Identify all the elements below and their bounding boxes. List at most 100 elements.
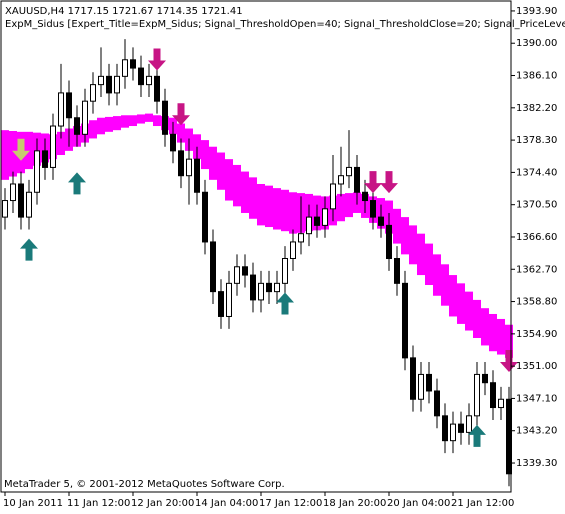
band-segment [105, 116, 113, 132]
candle-body [210, 241, 216, 293]
band-segment [505, 324, 513, 358]
y-tick-label: 1390.00 [516, 38, 557, 49]
signal-arrow [20, 238, 38, 261]
candle-body [154, 75, 160, 102]
band-segment [489, 313, 497, 352]
candle-body [474, 373, 480, 417]
candle-body [386, 224, 392, 260]
candle-body [250, 274, 256, 301]
band-segment [401, 217, 409, 255]
candle-body [242, 266, 248, 276]
signal-arrow [276, 292, 294, 315]
candle-body [114, 75, 120, 94]
plot-area [1, 39, 518, 487]
band-segment [225, 159, 233, 201]
candle-body [58, 92, 64, 127]
candle-body [498, 398, 504, 409]
candle-body [106, 75, 112, 94]
band-segment [265, 185, 273, 228]
band-segment [121, 115, 129, 128]
band-segment [137, 114, 145, 124]
band-segment [257, 183, 265, 226]
y-tick-label: 1366.60 [516, 232, 557, 243]
band-segment [25, 131, 33, 170]
candle-body [394, 258, 400, 284]
band-segment [241, 171, 249, 213]
candle-body [370, 200, 376, 218]
candle-body [338, 175, 344, 185]
candle-body [138, 67, 144, 86]
signal-arrow [148, 48, 166, 71]
x-tick-label: 10 Jan 2011 [3, 498, 63, 509]
band-segment [393, 208, 401, 244]
y-tick-label: 1343.20 [516, 426, 557, 437]
candle-body [50, 125, 56, 168]
candle-body [34, 150, 40, 193]
y-tick-label: 1362.70 [516, 264, 557, 275]
signal-arrow [380, 171, 398, 194]
chart-title: XAUUSD,H4 1717.15 1721.67 1714.35 1721.4… [5, 6, 243, 17]
band-segment [249, 177, 257, 219]
y-tick-label: 1374.40 [516, 167, 557, 178]
band-segment [57, 131, 65, 156]
candle-body [162, 100, 168, 135]
band-segment [209, 146, 217, 180]
candle-body [74, 117, 80, 135]
footer: MetaTrader 5, © 2001-2012 MetaQuotes Sof… [4, 479, 285, 490]
x-tick-label: 17 Jan 12:00 [259, 498, 322, 509]
signal-arrow [12, 138, 30, 161]
candle-body [42, 150, 48, 168]
band-segment [337, 193, 345, 222]
candle-body [418, 373, 424, 400]
band-segment [89, 120, 97, 139]
band-segment [433, 254, 441, 296]
signal-arrow [364, 171, 382, 194]
candle-body [450, 423, 456, 442]
candle-body [170, 133, 176, 152]
band-segment [113, 116, 121, 131]
candle-body [290, 241, 296, 260]
candle-body [274, 282, 280, 293]
band-segment [217, 152, 225, 190]
candle-body [458, 423, 464, 433]
x-tick-label: 14 Jan 04:00 [195, 498, 258, 509]
x-tick-label: 12 Jan 20:00 [131, 498, 194, 509]
candle-body [466, 415, 472, 433]
y-tick-label: 1382.20 [516, 103, 557, 114]
candle-body [202, 191, 208, 243]
band-segment [441, 264, 449, 306]
candle-body [178, 150, 184, 177]
candle-body [354, 166, 360, 193]
chart-subtitle: ExpM_Sidus [Expert_Title=ExpM_Sidus; Sig… [5, 19, 565, 30]
candle-body [122, 59, 128, 77]
candle-body [258, 282, 264, 301]
candle-body [378, 216, 384, 226]
signal-arrow [468, 424, 486, 447]
y-tick-label: 1370.50 [516, 200, 557, 211]
y-tick-label: 1354.90 [516, 329, 557, 340]
y-tick-label: 1339.30 [516, 458, 557, 469]
band-segment [1, 130, 9, 180]
candle-body [146, 75, 152, 86]
band-segment [457, 283, 465, 324]
y-tick-label: 1393.90 [516, 6, 557, 17]
band-segment [425, 243, 433, 286]
candle-body [330, 183, 336, 210]
band-segment [345, 193, 353, 218]
candle-body [402, 282, 408, 359]
signal-arrow [172, 103, 190, 126]
band-segment [465, 291, 473, 331]
candle-body [18, 183, 24, 218]
x-tick-label: 11 Jan 12:00 [67, 498, 130, 509]
candle-body [218, 291, 224, 317]
candle-body [234, 266, 240, 284]
candle-body [410, 357, 416, 400]
band-segment [289, 192, 297, 234]
candle-body [282, 258, 288, 284]
candle-body [10, 183, 16, 202]
candle-body [226, 282, 232, 317]
band-segment [153, 115, 161, 127]
band-segment [233, 164, 241, 207]
band-segment [129, 115, 137, 127]
